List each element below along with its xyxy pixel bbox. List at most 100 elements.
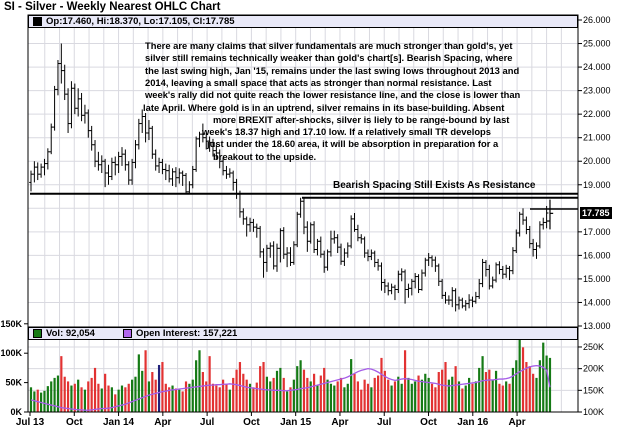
volume-axis-label: 50K [5, 378, 22, 388]
ohlc-bar [160, 158, 165, 175]
volume-bar [363, 379, 366, 412]
volume-bar [245, 379, 248, 412]
volume-bar [424, 373, 427, 412]
ohlc-bar [308, 222, 313, 244]
volume-bar [195, 360, 198, 412]
ohlc-bar [376, 258, 380, 271]
date-axis-label: Jul [200, 417, 215, 428]
ohlc-bar [35, 162, 40, 181]
ohlc-bar [221, 157, 225, 176]
volume-bar [501, 385, 504, 412]
ohlc-bar [494, 262, 498, 283]
ohlc-bar [325, 249, 330, 271]
volume-bar [481, 356, 484, 412]
ohlc-bar [430, 255, 434, 268]
ohlc-bar [443, 291, 448, 304]
ohlc-bar [73, 83, 77, 115]
volume-bar [356, 381, 359, 412]
volume-bar [464, 385, 467, 412]
ohlc-bar [86, 109, 91, 138]
ohlc-bar [315, 238, 320, 256]
volume-bar [528, 366, 531, 412]
volume-bar [454, 366, 457, 412]
ohlc-bar [342, 248, 347, 266]
volume-bar [387, 379, 390, 412]
volume-bar [114, 394, 117, 412]
ohlc-bar [248, 217, 252, 232]
ohlc-bar [524, 216, 529, 235]
date-axis-label: Apr [154, 417, 171, 428]
ohlc-bar [66, 88, 70, 133]
volume-bar [90, 377, 93, 412]
ohlc-bar [362, 236, 367, 258]
ohlc-bar [29, 170, 33, 192]
price-axis-label: 19.000 [583, 180, 611, 190]
ohlc-bar [93, 140, 97, 168]
volume-bar [205, 381, 208, 412]
volume-bar [346, 383, 349, 412]
volume-axis-label: 0K [10, 407, 22, 417]
ohlc-bar [480, 258, 485, 288]
volume-bar [154, 379, 157, 412]
volume-bar [339, 377, 343, 412]
ohlc-bar [96, 151, 101, 171]
ohlc-bar [271, 241, 276, 270]
date-axis-label: Jan 15 [280, 417, 312, 428]
volume-bar [535, 377, 538, 412]
volume-bar [66, 381, 70, 412]
volume-bar [46, 386, 49, 412]
ohlc-bar [352, 213, 357, 232]
volume-bar [157, 364, 161, 412]
volume-bar [282, 377, 285, 412]
ohlc-bar [52, 85, 57, 131]
volume-bar [312, 373, 316, 412]
volume-bar [542, 342, 545, 412]
volume-bar [353, 373, 356, 412]
volume-bar [275, 370, 279, 412]
ohlc-bar [130, 158, 134, 185]
ohlc-bar [339, 243, 343, 265]
volume-bar [400, 383, 403, 412]
date-axis-label: Jan 14 [103, 417, 135, 428]
volume-bar [380, 357, 383, 412]
volume-bar [508, 383, 511, 412]
volume-bar [373, 377, 376, 412]
volume-bar [319, 375, 322, 412]
ohlc-bar [285, 247, 289, 268]
ohlc-bar [457, 296, 461, 310]
ohlc-bar [389, 283, 394, 295]
annotation-line: There are many claims that silver fundam… [145, 40, 513, 51]
resistance-note: Bearish Spacing Still Exists As Resistan… [333, 180, 536, 191]
open-interest-axis-label: 250K [583, 342, 604, 352]
ohlc-bar [143, 112, 148, 143]
ohlc-bar [56, 60, 60, 96]
annotation-line: 2014, leaving a small space that acts as… [145, 76, 492, 88]
annotation-line: week's rally did not quite reach the low… [145, 89, 521, 101]
ohlc-bar [345, 242, 350, 258]
volume-bar [299, 360, 302, 412]
price-axis-label: 24.000 [583, 62, 611, 72]
ohlc-bar [450, 287, 455, 308]
volume-bar [350, 359, 353, 412]
volume-bar [444, 362, 447, 412]
volume-bar [390, 385, 393, 412]
volume-legend-text: Vol: 92,054 [46, 328, 95, 339]
date-axis-label: Oct [243, 417, 260, 428]
annotation-line: more BREXIT after-shocks, silver is liel… [213, 113, 510, 125]
ohlc-bar [180, 170, 185, 186]
volume-bar [478, 367, 481, 412]
ohlc-bar [224, 165, 229, 179]
volume-bar [174, 388, 178, 412]
ohlc-bar [137, 118, 141, 150]
ohlc-bar [504, 264, 508, 278]
volume-bar [393, 381, 397, 412]
annotation-line: late April. Where gold is in an uptrend,… [143, 101, 505, 113]
ohlc-bar [69, 81, 74, 129]
ohlc-bar [113, 156, 118, 176]
ohlc-bar [42, 158, 47, 176]
ohlc-bar [167, 164, 171, 183]
volume-bar [329, 383, 333, 412]
ohlc-bar [258, 225, 262, 258]
volume-bar [248, 383, 252, 412]
volume-bar [218, 387, 221, 412]
